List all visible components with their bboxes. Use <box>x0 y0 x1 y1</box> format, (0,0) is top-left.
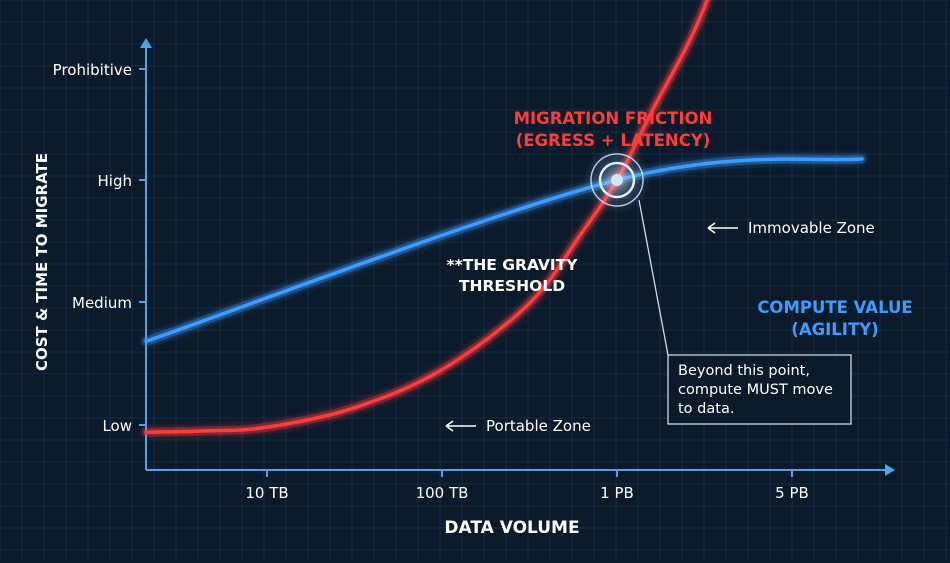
threshold-ring-inner <box>598 161 636 199</box>
portable-zone-arrow-icon <box>445 420 476 432</box>
portable-zone-label: Portable Zone <box>486 417 591 435</box>
callout-box <box>667 354 852 425</box>
y-tick-label: Medium <box>72 294 132 312</box>
callout-text: Beyond this point, compute MUST move to da… <box>678 363 833 417</box>
y-tick-label: High <box>98 172 132 190</box>
x-axis-arrow-icon <box>885 464 895 476</box>
axes <box>139 38 895 477</box>
chart-labels: Low Medium High Prohibitive 10 TB 100 TB 1 PB 5… <box>33 61 913 538</box>
series-curves <box>141 0 867 437</box>
y-axis-title: COST & TIME TO MIGRATE <box>33 153 51 371</box>
gravity-threshold-label: **THE GRAVITY THRESHOLD <box>447 256 579 295</box>
threshold-point <box>611 174 623 186</box>
migration-friction-curve <box>144 0 709 434</box>
immovable-zone-arrow-icon <box>707 222 738 234</box>
x-axis-title: DATA VOLUME <box>444 518 579 538</box>
y-axis-arrow-icon <box>140 38 152 48</box>
immovable-zone-label: Immovable Zone <box>748 219 875 237</box>
compute-value-label: COMPUTE VALUE (AGILITY) <box>757 298 912 339</box>
threshold-ring-outer <box>590 153 644 207</box>
y-tick-label: Prohibitive <box>53 61 132 79</box>
x-tick-label: 10 TB <box>245 484 288 502</box>
migration-friction-curve-glow <box>141 0 712 437</box>
y-tick-label: Low <box>102 417 132 435</box>
x-tick-label: 1 PB <box>600 484 634 502</box>
x-tick-label: 5 PB <box>775 484 809 502</box>
migration-friction-label: MIGRATION FRICTION (EGRESS + LATENCY) <box>514 109 713 150</box>
x-tick-label: 100 TB <box>416 484 469 502</box>
compute-value-line <box>144 157 864 344</box>
callout-leader-line <box>638 199 669 356</box>
compute-value-line-glow <box>141 154 867 346</box>
